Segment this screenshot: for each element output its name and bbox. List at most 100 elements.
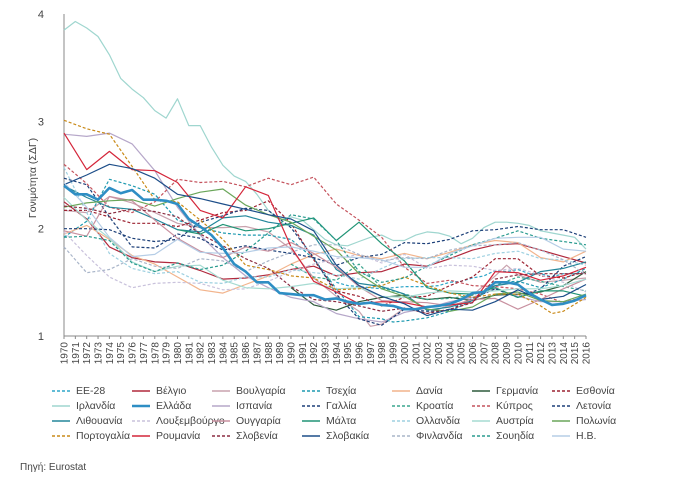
- x-tick-label: 2009: [502, 342, 513, 365]
- x-tick-label: 1973: [94, 342, 105, 365]
- y-tick-label: 4: [38, 9, 44, 21]
- legend-label: Τσεχία: [326, 384, 357, 397]
- x-tick-label: 1989: [275, 342, 286, 365]
- legend-label: Ολλανδία: [416, 414, 461, 427]
- legend-swatch: [132, 402, 150, 410]
- legend-label: Αυστρία: [496, 414, 534, 427]
- legend-label: Σουηδία: [496, 429, 535, 442]
- chart-axes: 1 2 3 4 1970 1971 1972 1973 1974 1975 1976 1977 1978…: [38, 9, 593, 364]
- legend-swatch: [472, 417, 490, 425]
- x-tick-label: 1990: [286, 342, 297, 365]
- legend-item: Ουγγαρία: [212, 414, 281, 427]
- legend-item: Πορτογαλία: [52, 429, 130, 442]
- x-tick-label: 1991: [298, 342, 309, 365]
- legend-label: Εσθονία: [576, 384, 615, 397]
- x-tick-label: 1999: [389, 342, 400, 365]
- x-tick-label: 1993: [321, 342, 332, 365]
- legend-label: Πορτογαλία: [76, 429, 131, 442]
- legend-swatch: [392, 387, 410, 395]
- series-line-Κύπρος: [63, 163, 587, 304]
- x-tick-label: 1992: [309, 342, 320, 365]
- legend-label: Γερμανία: [496, 384, 539, 397]
- x-tick-label: 2004: [445, 342, 456, 365]
- legend-swatch: [132, 387, 150, 395]
- legend-swatch: [212, 432, 230, 440]
- legend-item: Η.Β.: [552, 429, 596, 442]
- legend-item: Βέλγιο: [132, 384, 186, 397]
- legend-item: Γερμανία: [472, 384, 538, 397]
- series-line-Βουλγαρία: [63, 195, 587, 327]
- legend-swatch: [52, 387, 70, 395]
- chart-series-lines: [63, 20, 587, 327]
- y-tick-label: 1: [38, 331, 44, 343]
- x-tick-label: 2008: [491, 342, 502, 365]
- x-tick-label: 2012: [536, 342, 547, 365]
- x-tick-label: 1971: [71, 342, 82, 365]
- x-tick-label: 1978: [150, 342, 161, 365]
- x-tick-label: 2001: [411, 342, 422, 365]
- fertility-line-chart: 1 2 3 4 1970 1971 1972 1973 1974 1975 1976 1977 1978…: [27, 9, 593, 364]
- x-tick-label: 2011: [525, 342, 536, 364]
- legend-item: Γαλλία: [302, 399, 357, 412]
- x-tick-label: 1976: [128, 342, 139, 365]
- x-tick-label: 1987: [252, 342, 263, 365]
- legend-item: ΕΕ-28: [52, 384, 105, 397]
- legend-item: Μάλτα: [302, 414, 356, 427]
- legend-item: Φινλανδία: [392, 429, 463, 442]
- legend-label: Κύπρος: [496, 399, 533, 412]
- x-tick-label: 1997: [366, 342, 377, 365]
- legend-item: Λετονία: [552, 399, 611, 412]
- series-line-Λουξεμβούργο: [63, 231, 587, 293]
- legend-label: Μάλτα: [326, 414, 357, 427]
- x-tick-label: 2010: [513, 342, 524, 365]
- legend-item: Δανία: [392, 384, 443, 397]
- legend-label: Ιρλανδία: [76, 399, 116, 412]
- legend-swatch: [132, 432, 150, 440]
- x-tick-label: 1979: [162, 342, 173, 365]
- series-line-Κροατία: [290, 263, 587, 301]
- legend-label: Σλοβενία: [236, 429, 278, 442]
- legend-item: Κύπρος: [472, 399, 533, 412]
- legend-swatch: [392, 417, 410, 425]
- x-tick-label: 2015: [570, 342, 581, 365]
- y-axis-label: Γονιμότητα (ΣΔΓ): [27, 138, 39, 218]
- x-tick-label: 1975: [116, 342, 127, 365]
- y-tick-label: 3: [38, 116, 44, 128]
- legend-swatch: [472, 387, 490, 395]
- x-tick-label: 1970: [60, 342, 71, 365]
- legend-swatch: [552, 402, 570, 410]
- x-tick-label: 1974: [105, 342, 116, 365]
- legend-swatch: [52, 417, 70, 425]
- legend-swatch: [212, 387, 230, 395]
- x-tick-label: 1995: [343, 342, 354, 365]
- legend-item: Βουλγαρία: [212, 384, 286, 397]
- x-tick-label: 2005: [457, 342, 468, 365]
- legend-item: Σλοβενία: [212, 429, 278, 442]
- legend-item: Κροατία: [392, 399, 453, 412]
- legend-label: Κροατία: [416, 399, 454, 412]
- legend-label: Ελλάδα: [156, 399, 192, 412]
- source-note: Πηγή: Eurostat: [20, 462, 87, 473]
- legend-item: Ρουμανία: [132, 429, 200, 442]
- legend-item: Σουηδία: [472, 429, 534, 442]
- legend-swatch: [302, 417, 320, 425]
- series-line-Ρουμανία: [63, 132, 587, 308]
- series-line-Πορτογαλία: [63, 119, 587, 315]
- chart-legend: ΕΕ-28 Βέλγιο Βουλγαρία Τσεχία Δανία Γερμανία Ε…: [52, 384, 662, 444]
- legend-item: Ιρλανδία: [52, 399, 115, 412]
- series-line-Εσθονία: [64, 200, 587, 307]
- legend-label: Φινλανδία: [416, 429, 463, 442]
- series-line-Ελλάδα: [63, 184, 587, 311]
- x-tick-label: 2002: [423, 342, 434, 365]
- x-tick-label: 2016: [582, 342, 593, 365]
- x-tick-label: 1986: [241, 342, 252, 365]
- x-tick-label: 2003: [434, 342, 445, 365]
- legend-swatch: [212, 402, 230, 410]
- x-tick-label: 1972: [82, 342, 93, 365]
- legend-swatch: [552, 387, 570, 395]
- series-line-Ιρλανδία: [63, 20, 587, 250]
- x-tick-label: 1977: [139, 342, 150, 365]
- legend-label: Λιθουανία: [76, 414, 123, 427]
- series-line-Φινλανδία: [63, 242, 587, 276]
- legend-swatch: [472, 432, 490, 440]
